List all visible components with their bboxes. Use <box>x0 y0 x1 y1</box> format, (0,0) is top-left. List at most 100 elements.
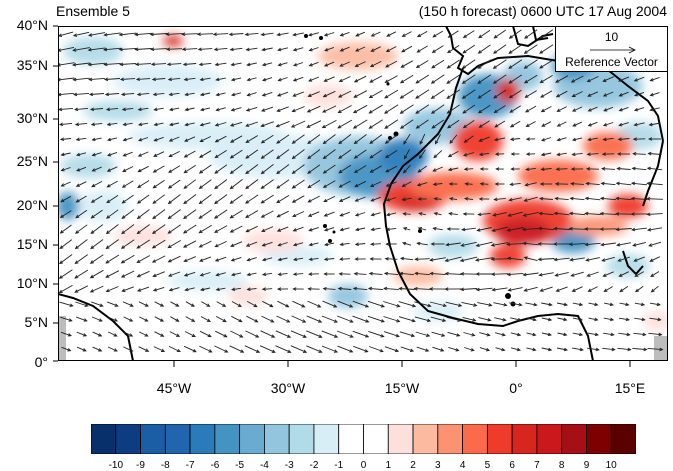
wind-vector-head <box>292 93 297 97</box>
wind-vector <box>183 345 197 353</box>
wind-vector-head <box>508 65 513 69</box>
wind-vector-head <box>618 78 623 82</box>
wind-vector-head <box>152 288 158 292</box>
wind-vector-head <box>191 333 196 337</box>
wind-vector-head <box>538 273 543 277</box>
wind-vector <box>448 30 459 38</box>
wind-vector <box>403 227 411 231</box>
wind-vector <box>137 209 150 219</box>
wind-vector <box>123 122 133 126</box>
wind-vector-head <box>206 303 211 307</box>
wind-vector <box>507 272 524 276</box>
wind-vector-head <box>260 170 265 175</box>
wind-vector-head <box>89 260 94 264</box>
wind-vector <box>153 346 165 352</box>
wind-vector-head <box>430 110 436 114</box>
wind-vector-head <box>409 348 415 352</box>
wind-vector-head <box>276 32 281 37</box>
wind-vector-head <box>222 303 227 307</box>
wind-vector-head <box>459 287 465 292</box>
wind-vector <box>415 74 430 84</box>
wind-vector <box>245 194 259 204</box>
wind-vector-head <box>602 93 608 97</box>
wind-vector <box>216 301 226 307</box>
wind-vector <box>402 197 412 201</box>
wind-vector-head <box>90 230 95 235</box>
wind-vector <box>151 48 167 50</box>
wind-vector-head <box>181 32 186 37</box>
anomaly-map <box>58 26 668 361</box>
wind-vector-head <box>430 80 435 84</box>
wind-vector <box>135 32 152 36</box>
wind-vector <box>215 330 227 338</box>
wind-vector-head <box>198 200 203 205</box>
wind-vector-head <box>369 169 374 173</box>
wind-vector <box>261 106 274 112</box>
wind-vector <box>262 77 273 81</box>
wind-vector-head <box>245 200 250 204</box>
wind-vector <box>59 239 73 249</box>
wind-vector <box>278 77 288 81</box>
wind-vector-head <box>353 79 358 83</box>
wind-vector-head <box>285 304 290 308</box>
wind-vector-head <box>184 107 189 112</box>
wind-vector-head <box>649 92 654 97</box>
wind-vector <box>184 331 196 337</box>
wind-vector-head <box>571 108 577 112</box>
wind-vector <box>585 242 601 246</box>
wind-vector-head <box>322 170 327 174</box>
wind-vector-head <box>446 65 451 69</box>
wind-vector-head <box>277 77 282 82</box>
wind-vector-head <box>307 170 312 174</box>
wind-vector <box>572 91 583 97</box>
wind-vector-head <box>430 95 435 99</box>
wind-vector-head <box>260 155 265 159</box>
wind-vector <box>183 224 197 234</box>
wind-vector-head <box>136 230 141 235</box>
wind-vector-head <box>261 62 267 67</box>
wind-vector-head <box>74 122 80 127</box>
wind-vector-head <box>444 287 449 291</box>
wind-vector <box>650 271 660 277</box>
wind-vector-head <box>404 155 408 160</box>
wind-vector <box>585 197 601 201</box>
wind-vector <box>433 183 443 185</box>
wind-vector-head <box>457 318 462 322</box>
wind-vector-head <box>91 137 96 142</box>
wind-vector <box>353 345 368 353</box>
wind-vector-head <box>532 332 537 337</box>
wind-vector <box>168 255 181 263</box>
wind-vector <box>401 45 413 53</box>
wind-vector-head <box>494 152 499 156</box>
wind-vector <box>634 76 645 82</box>
wind-vector <box>59 269 73 279</box>
wind-vector-head <box>370 212 375 217</box>
wind-vector-head <box>245 155 250 159</box>
wind-vector <box>368 330 384 338</box>
colorbar-label: -7 <box>185 460 195 471</box>
wind-vector-head <box>99 303 104 307</box>
wind-vector <box>182 33 198 35</box>
colorbar-label: 9 <box>583 460 590 471</box>
wind-vector-head <box>134 47 139 52</box>
wind-vector-head <box>367 286 373 291</box>
wind-vector-head <box>120 245 125 249</box>
wind-vector <box>340 31 350 37</box>
wind-vector <box>401 60 413 68</box>
wind-vector-head <box>339 257 344 261</box>
wind-vector <box>508 287 523 291</box>
wind-vector <box>415 104 430 114</box>
wind-vector-head <box>658 332 663 337</box>
wind-vector-head <box>416 33 422 38</box>
wind-vector <box>371 196 381 202</box>
wind-vector <box>199 179 212 189</box>
colorbar-label: 7 <box>534 460 540 471</box>
wind-vector <box>495 347 505 351</box>
wind-vector-head <box>370 242 375 246</box>
wind-vector-head <box>230 107 235 112</box>
wind-vector <box>494 105 506 113</box>
wind-vector-head <box>659 347 664 352</box>
wind-vector-head <box>568 226 573 231</box>
wind-vector <box>634 271 645 277</box>
wind-vector-head <box>446 80 451 84</box>
